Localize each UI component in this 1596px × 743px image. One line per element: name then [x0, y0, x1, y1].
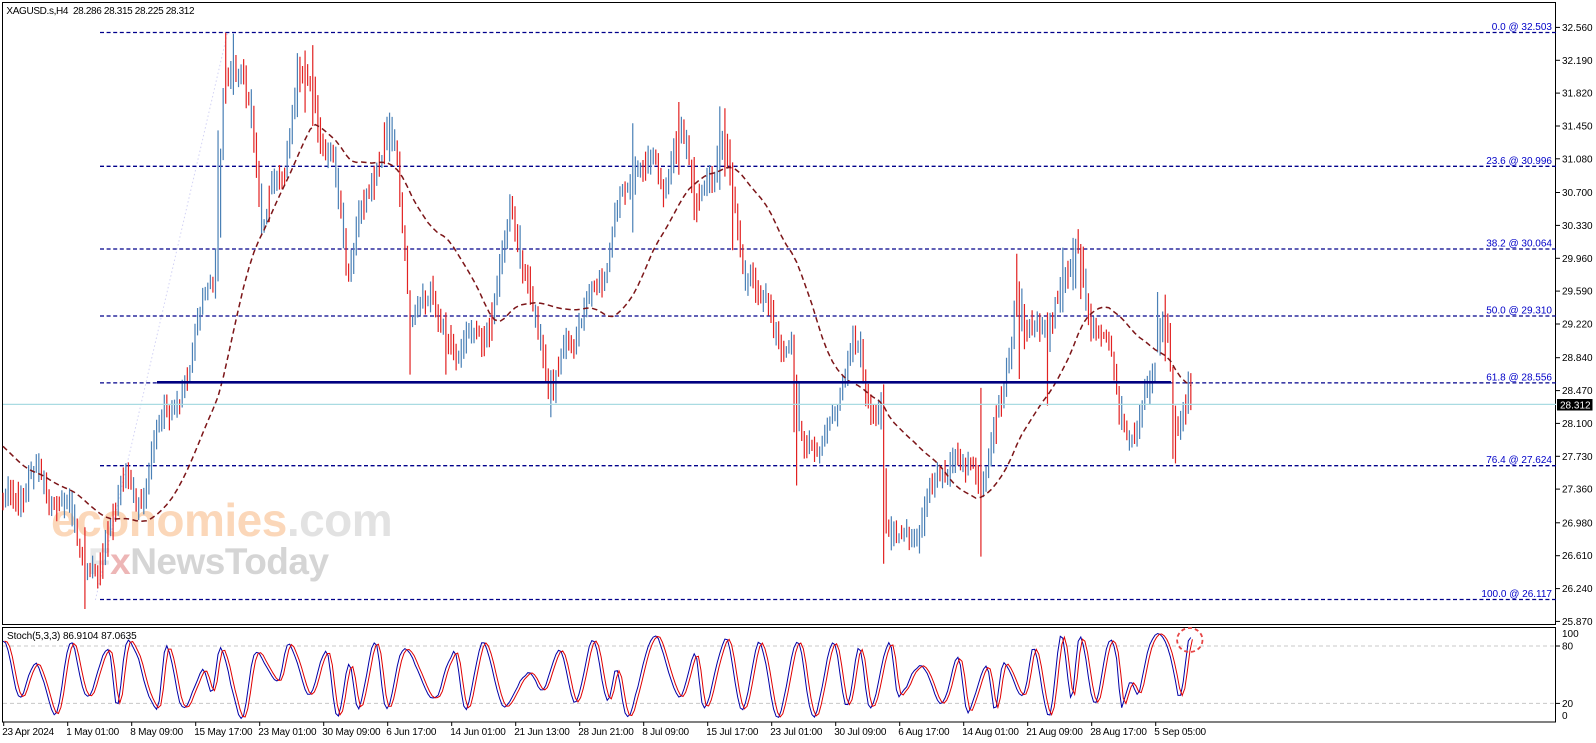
svg-text:economies.com: economies.com [51, 494, 392, 546]
svg-text:28.470: 28.470 [1562, 386, 1593, 397]
svg-text:21 Aug 09:00: 21 Aug 09:00 [1026, 727, 1083, 738]
svg-text:30 May 09:00: 30 May 09:00 [322, 727, 381, 738]
svg-text:28 Aug 17:00: 28 Aug 17:00 [1090, 727, 1147, 738]
svg-text:23 Jul 01:00: 23 Jul 01:00 [770, 727, 823, 738]
svg-text:100: 100 [1562, 629, 1579, 640]
svg-text:28.100: 28.100 [1562, 419, 1593, 430]
svg-text:28 Jun 21:00: 28 Jun 21:00 [578, 727, 634, 738]
svg-text:100.0 @ 26.117: 100.0 @ 26.117 [1481, 589, 1552, 600]
svg-text:29.220: 29.220 [1562, 320, 1593, 331]
svg-text:20: 20 [1562, 699, 1574, 710]
svg-text:14 Jun 01:00: 14 Jun 01:00 [450, 727, 506, 738]
svg-text:27.360: 27.360 [1562, 485, 1593, 496]
svg-text:FxNewsToday: FxNewsToday [88, 541, 329, 582]
svg-text:8 May 09:00: 8 May 09:00 [130, 727, 183, 738]
svg-text:29.960: 29.960 [1562, 254, 1593, 265]
svg-text:26.240: 26.240 [1562, 584, 1593, 595]
svg-text:76.4 @ 27.624: 76.4 @ 27.624 [1486, 455, 1552, 466]
svg-text:28.312: 28.312 [1560, 401, 1591, 412]
svg-text:80: 80 [1562, 642, 1574, 653]
svg-text:26.610: 26.610 [1562, 551, 1593, 562]
svg-text:61.8 @ 28.556: 61.8 @ 28.556 [1486, 372, 1552, 383]
svg-text:23 Apr 2024: 23 Apr 2024 [2, 727, 54, 738]
svg-text:23 May 01:00: 23 May 01:00 [258, 727, 317, 738]
svg-text:32.190: 32.190 [1562, 56, 1593, 67]
svg-text:31.450: 31.450 [1562, 122, 1593, 133]
svg-text:28.840: 28.840 [1562, 353, 1593, 364]
svg-text:38.2 @ 30.064: 38.2 @ 30.064 [1486, 239, 1552, 250]
svg-text:29.590: 29.590 [1562, 287, 1593, 298]
svg-text:0.0 @ 32.503: 0.0 @ 32.503 [1492, 22, 1553, 33]
svg-text:26.980: 26.980 [1562, 518, 1593, 529]
svg-text:15 May 17:00: 15 May 17:00 [194, 727, 253, 738]
svg-text:30 Jul 09:00: 30 Jul 09:00 [834, 727, 887, 738]
svg-text:0: 0 [1562, 711, 1568, 722]
svg-text:15 Jul 17:00: 15 Jul 17:00 [706, 727, 759, 738]
svg-text:30.330: 30.330 [1562, 221, 1593, 232]
svg-text:31.820: 31.820 [1562, 89, 1593, 100]
svg-text:27.730: 27.730 [1562, 452, 1593, 463]
svg-text:1 May 01:00: 1 May 01:00 [66, 727, 119, 738]
svg-text:Stoch(5,3,3) 86.9104 87.0635: Stoch(5,3,3) 86.9104 87.0635 [7, 631, 137, 642]
svg-text:23.6 @ 30.996: 23.6 @ 30.996 [1486, 156, 1552, 167]
svg-text:XAGUSD.s,H4 28.286 28.315 28.: XAGUSD.s,H4 28.286 28.315 28.225 28.312 [6, 6, 195, 17]
svg-text:6 Jun 17:00: 6 Jun 17:00 [386, 727, 437, 738]
svg-text:30.700: 30.700 [1562, 188, 1593, 199]
svg-text:31.080: 31.080 [1562, 154, 1593, 165]
svg-text:8 Jul 09:00: 8 Jul 09:00 [642, 727, 689, 738]
svg-text:21 Jun 13:00: 21 Jun 13:00 [514, 727, 570, 738]
svg-text:6 Aug 17:00: 6 Aug 17:00 [898, 727, 950, 738]
svg-text:14 Aug 01:00: 14 Aug 01:00 [962, 727, 1019, 738]
svg-text:25.870: 25.870 [1562, 617, 1593, 628]
svg-text:5 Sep 05:00: 5 Sep 05:00 [1154, 727, 1206, 738]
svg-text:32.560: 32.560 [1562, 23, 1593, 34]
svg-text:50.0 @ 29.310: 50.0 @ 29.310 [1486, 306, 1552, 317]
